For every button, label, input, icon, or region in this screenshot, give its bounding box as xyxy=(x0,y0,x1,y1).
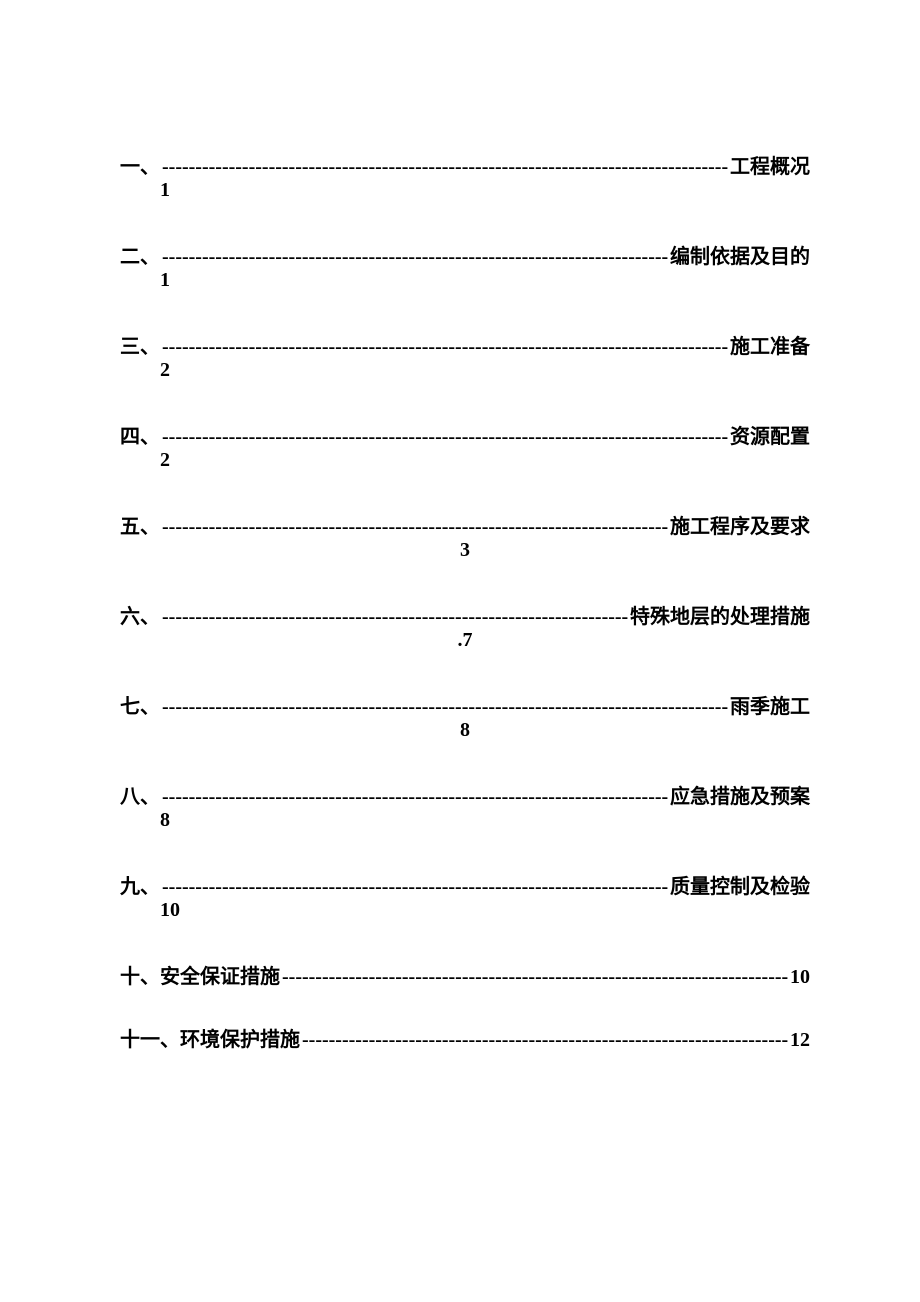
toc-page-number: 10 xyxy=(790,966,810,989)
toc-page-number: 1 xyxy=(120,179,810,202)
toc-entry-line-1: 二、 -------------------------------------… xyxy=(120,240,810,269)
toc-dashes: ----------------------------------------… xyxy=(162,786,668,809)
toc-dashes: ----------------------------------------… xyxy=(162,606,628,629)
toc-marker: 八、 xyxy=(120,780,160,809)
toc-title: 资源配置 xyxy=(730,420,810,449)
toc-entry: 五、 -------------------------------------… xyxy=(120,510,810,562)
toc-page-number: 2 xyxy=(120,449,810,472)
toc-entry: 十一、 环境保护措施 -----------------------------… xyxy=(120,1023,810,1052)
toc-entry-line-1: 四、 -------------------------------------… xyxy=(120,420,810,449)
toc-dashes: ----------------------------------------… xyxy=(162,876,668,899)
toc-marker: 十、 xyxy=(120,960,160,989)
toc-dashes: ----------------------------------------… xyxy=(162,426,728,449)
toc-marker: 五、 xyxy=(120,510,160,539)
toc-title: 应急措施及预案 xyxy=(670,780,810,809)
toc-title: 质量控制及检验 xyxy=(670,870,810,899)
toc-entry-line-1: 九、 -------------------------------------… xyxy=(120,870,810,899)
toc-page-number: 10 xyxy=(120,899,810,922)
toc-page-number: 12 xyxy=(790,1029,810,1052)
toc-entry: 四、 -------------------------------------… xyxy=(120,420,810,472)
toc-entry: 二、 -------------------------------------… xyxy=(120,240,810,292)
toc-entry: 八、 -------------------------------------… xyxy=(120,780,810,832)
toc-marker: 七、 xyxy=(120,690,160,719)
toc-entry: 一、 -------------------------------------… xyxy=(120,150,810,202)
toc-title: 安全保证措施 xyxy=(160,960,280,989)
toc-entry: 三、 -------------------------------------… xyxy=(120,330,810,382)
toc-dashes: ----------------------------------------… xyxy=(162,156,728,179)
toc-page-number: 1 xyxy=(120,269,810,292)
toc-page-number: 8 xyxy=(120,809,810,832)
toc-title: 编制依据及目的 xyxy=(670,240,810,269)
toc-marker: 十一、 xyxy=(120,1023,180,1052)
toc-dashes: ----------------------------------------… xyxy=(162,336,728,359)
toc-dashes: ----------------------------------------… xyxy=(162,696,728,719)
toc-marker: 三、 xyxy=(120,330,160,359)
toc-entry-line-1: 三、 -------------------------------------… xyxy=(120,330,810,359)
toc-entry-line-1: 六、 -------------------------------------… xyxy=(120,600,810,629)
toc-entry-line-1: 五、 -------------------------------------… xyxy=(120,510,810,539)
toc-entry-line-1: 七、 -------------------------------------… xyxy=(120,690,810,719)
toc-entry-line-1: 一、 -------------------------------------… xyxy=(120,150,810,179)
toc-entry: 九、 -------------------------------------… xyxy=(120,870,810,922)
toc-title: 雨季施工 xyxy=(730,690,810,719)
toc-marker: 二、 xyxy=(120,240,160,269)
toc-page-number: 3 xyxy=(120,539,810,562)
toc-title: 环境保护措施 xyxy=(180,1023,300,1052)
toc-entry-line-1: 八、 -------------------------------------… xyxy=(120,780,810,809)
toc-title: 工程概况 xyxy=(730,150,810,179)
toc-entry: 十、 安全保证措施 ------------------------------… xyxy=(120,960,810,989)
toc-marker: 九、 xyxy=(120,870,160,899)
toc-entry: 七、 -------------------------------------… xyxy=(120,690,810,742)
toc-marker: 四、 xyxy=(120,420,160,449)
toc-dashes: ----------------------------------------… xyxy=(162,246,668,269)
toc-page-number: 2 xyxy=(120,359,810,382)
toc-marker: 六、 xyxy=(120,600,160,629)
toc-marker: 一、 xyxy=(120,150,160,179)
toc-dashes: ----------------------------------------… xyxy=(162,516,668,539)
toc-title: 施工程序及要求 xyxy=(670,510,810,539)
toc-dashes: ----------------------------------------… xyxy=(282,966,788,989)
table-of-contents: 一、 -------------------------------------… xyxy=(120,150,810,1052)
toc-entry: 六、 -------------------------------------… xyxy=(120,600,810,652)
toc-title: 施工准备 xyxy=(730,330,810,359)
toc-dashes: ----------------------------------------… xyxy=(302,1029,788,1052)
toc-page-number: 8 xyxy=(120,719,810,742)
toc-title: 特殊地层的处理措施 xyxy=(630,600,810,629)
toc-page-number: .7 xyxy=(120,629,810,652)
